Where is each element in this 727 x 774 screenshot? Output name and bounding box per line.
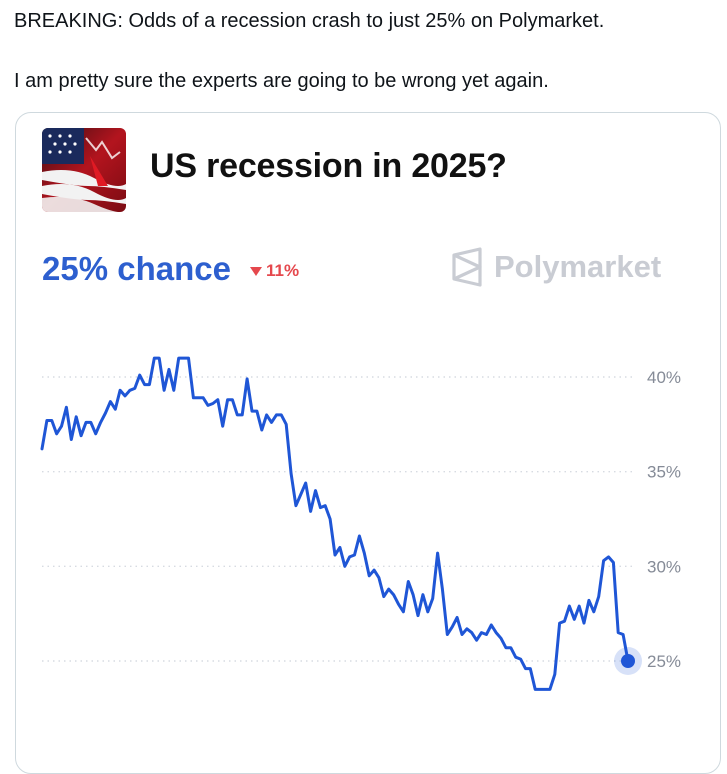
price-chart: 40% 35% 30% 25% xyxy=(40,356,681,691)
tweet-line-1: BREAKING: Odds of a recession crash to j… xyxy=(14,10,605,32)
y-tick-label: 30% xyxy=(647,557,681,576)
chance-value: 25% chance xyxy=(42,250,231,287)
y-tick-label: 25% xyxy=(647,652,681,671)
polymarket-brand[interactable]: Polymarket xyxy=(450,247,661,287)
tweet-line-2: I am pretty sure the experts are going t… xyxy=(14,70,549,92)
change-value: 11% xyxy=(266,261,300,280)
y-axis-ticks: 40% 35% 30% 25% xyxy=(647,368,681,671)
current-point-marker xyxy=(621,654,635,668)
series-line xyxy=(40,356,630,691)
y-tick-label: 35% xyxy=(647,463,681,482)
change-badge: 11% xyxy=(250,261,299,281)
polymarket-logo-icon xyxy=(452,247,482,287)
brand-name: Polymarket xyxy=(494,249,662,284)
chart-grid xyxy=(42,376,632,662)
us-flag-falling-chart-icon xyxy=(42,128,126,212)
market-title: US recession in 2025? xyxy=(150,147,507,185)
tweet-text: BREAKING: Odds of a recession crash to j… xyxy=(14,6,714,96)
market-card[interactable]: US recession in 2025? 25% chance 11% Pol… xyxy=(15,112,721,774)
y-tick-label: 40% xyxy=(647,368,681,387)
down-triangle-icon xyxy=(250,266,262,276)
